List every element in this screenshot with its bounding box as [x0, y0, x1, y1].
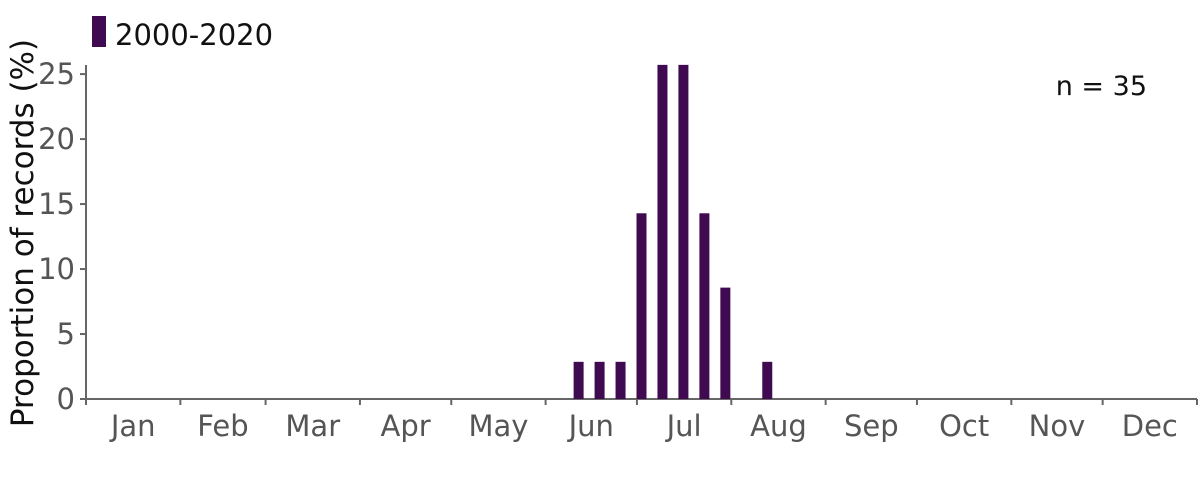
legend-swatch — [92, 16, 106, 47]
y-tick-label: 20 — [38, 122, 75, 156]
legend: 2000-2020 — [92, 16, 273, 52]
x-tick-label-apr: Apr — [381, 409, 431, 443]
x-tick-label-sep: Sep — [844, 409, 899, 443]
x-tick-label-nov: Nov — [1029, 409, 1086, 443]
y-axis: 0 5 10 15 20 25 — [38, 57, 87, 416]
y-tick-label: 25 — [38, 57, 75, 91]
y-tick-label: 0 — [57, 382, 75, 416]
y-tick-label: 10 — [38, 252, 75, 286]
sample-size-annotation: n = 35 — [1056, 71, 1147, 102]
y-tick-label: 5 — [57, 317, 75, 351]
x-tick-label-jul: Jul — [665, 409, 702, 443]
bar-week-29 — [678, 64, 689, 400]
bar-week-33 — [762, 361, 773, 399]
x-tick-label-mar: Mar — [285, 409, 340, 443]
bar-week-28 — [657, 64, 668, 400]
y-tick-label: 15 — [38, 187, 75, 221]
x-axis: Jan Feb Mar Apr May Jun Jul Aug Sep Oct Nov Dec — [85, 398, 1198, 443]
x-tick-label-feb: Feb — [197, 409, 248, 443]
x-tick-label-dec: Dec — [1122, 409, 1178, 443]
bar-week-30 — [699, 213, 710, 399]
bar-week-26 — [615, 361, 626, 399]
bar-week-24 — [573, 361, 584, 399]
bar-week-31 — [720, 287, 731, 399]
x-tick-label-aug: Aug — [750, 409, 807, 443]
x-tick-label-oct: Oct — [939, 409, 989, 443]
x-tick-label-jun: Jun — [567, 409, 614, 443]
x-tick-label-jan: Jan — [109, 409, 156, 443]
bar-week-25 — [594, 361, 605, 399]
bar-week-27 — [636, 213, 647, 399]
bars — [573, 64, 773, 400]
x-tick-label-may: May — [468, 409, 528, 443]
legend-label-2000-2020: 2000-2020 — [115, 18, 273, 52]
y-axis-title: Proportion of records (%) — [5, 39, 41, 427]
